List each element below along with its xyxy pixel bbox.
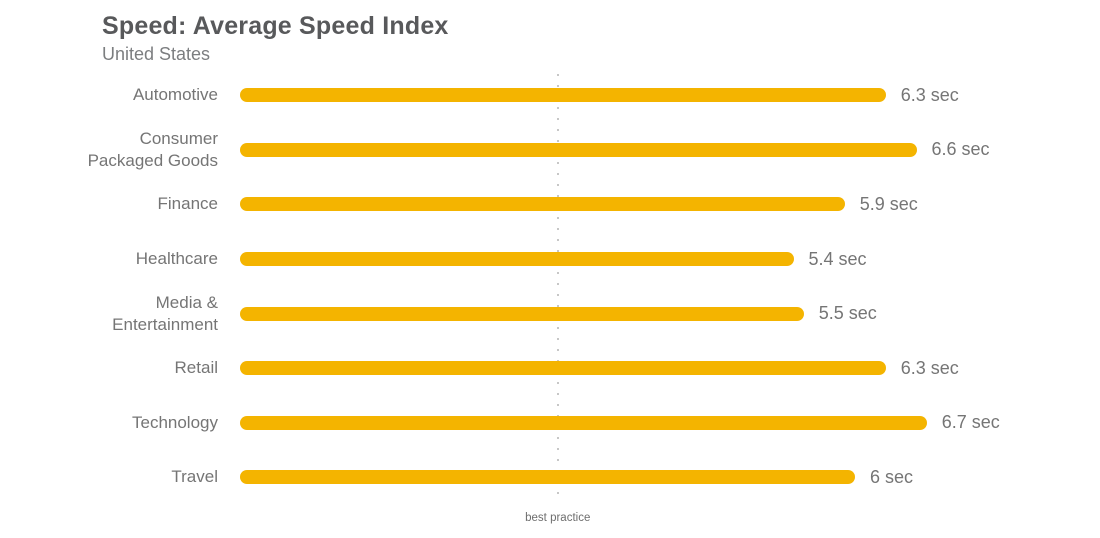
category-label: Automotive xyxy=(132,85,218,105)
value-label: 6 sec xyxy=(870,466,914,487)
value-bar xyxy=(240,88,886,103)
bar-area: 6.3 sec xyxy=(240,358,1100,379)
bar-area: 6 sec xyxy=(240,467,1100,488)
chart-row: Retail 6.3 sec xyxy=(0,341,1100,396)
bar-area: 6.7 sec xyxy=(240,412,1100,433)
value-bar xyxy=(240,197,845,212)
chart-row: Media & Entertainment 5.5 sec xyxy=(0,286,1100,341)
value-bar xyxy=(240,142,917,157)
chart-subtitle: United States xyxy=(102,44,211,64)
value-label: 5.5 sec xyxy=(818,303,877,324)
chart-header: Speed: Average Speed Index United States xyxy=(102,12,449,65)
category-label: Healthcare xyxy=(135,249,218,269)
value-label: 5.9 sec xyxy=(859,193,918,214)
bar-area: 5.4 sec xyxy=(240,249,1100,270)
chart-row: Consumer Packaged Goods 6.6 sec xyxy=(0,123,1100,178)
value-label: 6.7 sec xyxy=(941,412,1000,433)
category-label: Technology xyxy=(131,412,218,432)
chart-row: Healthcare 5.4 sec xyxy=(0,232,1100,287)
chart-rows: Automotive 6.3 sec Consumer Packaged Goo… xyxy=(0,68,1100,505)
chart-row: Technology 6.7 sec xyxy=(0,396,1100,451)
value-bar xyxy=(240,252,794,267)
chart-title: Speed: Average Speed Index xyxy=(102,12,449,40)
value-bar xyxy=(240,415,927,430)
chart-row: Travel 6 sec xyxy=(0,450,1100,505)
value-bar xyxy=(240,470,855,485)
value-bar xyxy=(240,361,886,376)
best-practice-line xyxy=(556,74,559,502)
best-practice-label: best practice xyxy=(525,512,591,524)
bar-area: 6.6 sec xyxy=(240,139,1100,160)
value-label: 5.4 sec xyxy=(808,248,867,269)
category-label: Travel xyxy=(171,467,218,487)
value-bar xyxy=(240,306,804,321)
chart-row: Finance 5.9 sec xyxy=(0,177,1100,232)
category-label: Consumer Packaged Goods xyxy=(87,128,218,170)
value-label: 6.3 sec xyxy=(900,357,959,378)
category-label: Finance xyxy=(157,194,218,214)
category-label: Retail xyxy=(174,358,218,378)
category-label: Media & Entertainment xyxy=(112,292,218,334)
bar-area: 5.5 sec xyxy=(240,303,1100,324)
bar-area: 6.3 sec xyxy=(240,85,1100,106)
bar-area: 5.9 sec xyxy=(240,194,1100,215)
value-label: 6.6 sec xyxy=(931,139,990,160)
value-label: 6.3 sec xyxy=(900,84,959,105)
chart-row: Automotive 6.3 sec xyxy=(0,68,1100,123)
